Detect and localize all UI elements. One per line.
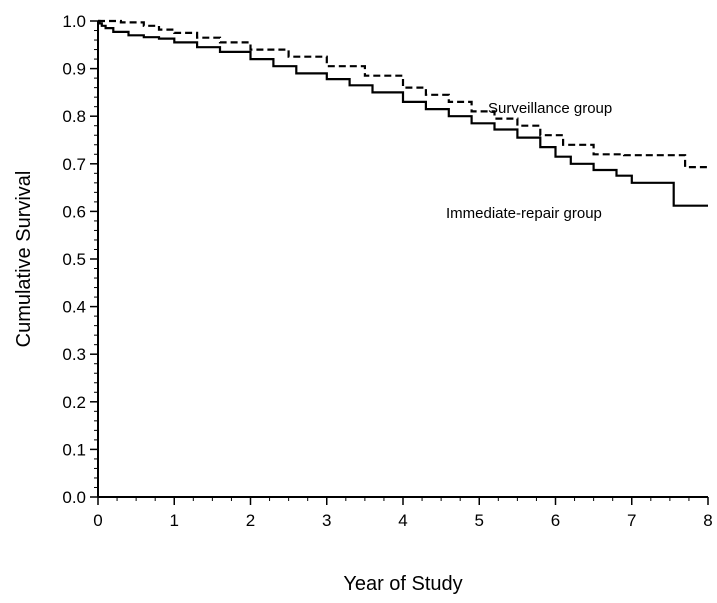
y-tick-label: 0.8 [62, 107, 86, 126]
y-tick-label: 0.9 [62, 60, 86, 79]
axes: 0.0 0.1 0.2 0.3 0.4 0.5 0.6 0.7 0.8 0.9 1.0 0 1 2 3 4 5 6… [62, 12, 712, 530]
x-axis-title: Year of Study [343, 573, 462, 595]
y-tick-label: 0.5 [62, 250, 86, 269]
x-tick-label: 3 [322, 511, 331, 530]
series-layer [98, 19, 708, 207]
x-tick-label: 0 [93, 511, 102, 530]
series-line-immediate-repair [98, 19, 708, 207]
y-tick-label: 0.6 [62, 202, 86, 221]
x-tick-label: 6 [551, 511, 560, 530]
labels-layer: Year of Study Cumulative Survival Survei… [13, 100, 612, 595]
x-tick-label: 7 [627, 511, 636, 530]
y-tick-label: 0.0 [62, 488, 86, 507]
y-axis-title: Cumulative Survival [13, 171, 35, 348]
x-tick-label: 2 [246, 511, 255, 530]
y-tick-label: 0.7 [62, 155, 86, 174]
x-tick-label: 5 [475, 511, 484, 530]
y-tick-label: 0.4 [62, 298, 86, 317]
y-tick-label: 0.3 [62, 345, 86, 364]
series-label-immediate-repair: Immediate-repair group [446, 205, 602, 222]
x-tick-label: 8 [703, 511, 712, 530]
y-tick-label: 0.2 [62, 393, 86, 412]
y-tick-label: 1.0 [62, 12, 86, 31]
series-label-surveillance: Surveillance group [488, 100, 612, 117]
x-tick-label: 4 [398, 511, 407, 530]
y-tick-label: 0.1 [62, 440, 86, 459]
x-tick-label: 1 [170, 511, 179, 530]
series-line-surveillance [98, 19, 708, 169]
